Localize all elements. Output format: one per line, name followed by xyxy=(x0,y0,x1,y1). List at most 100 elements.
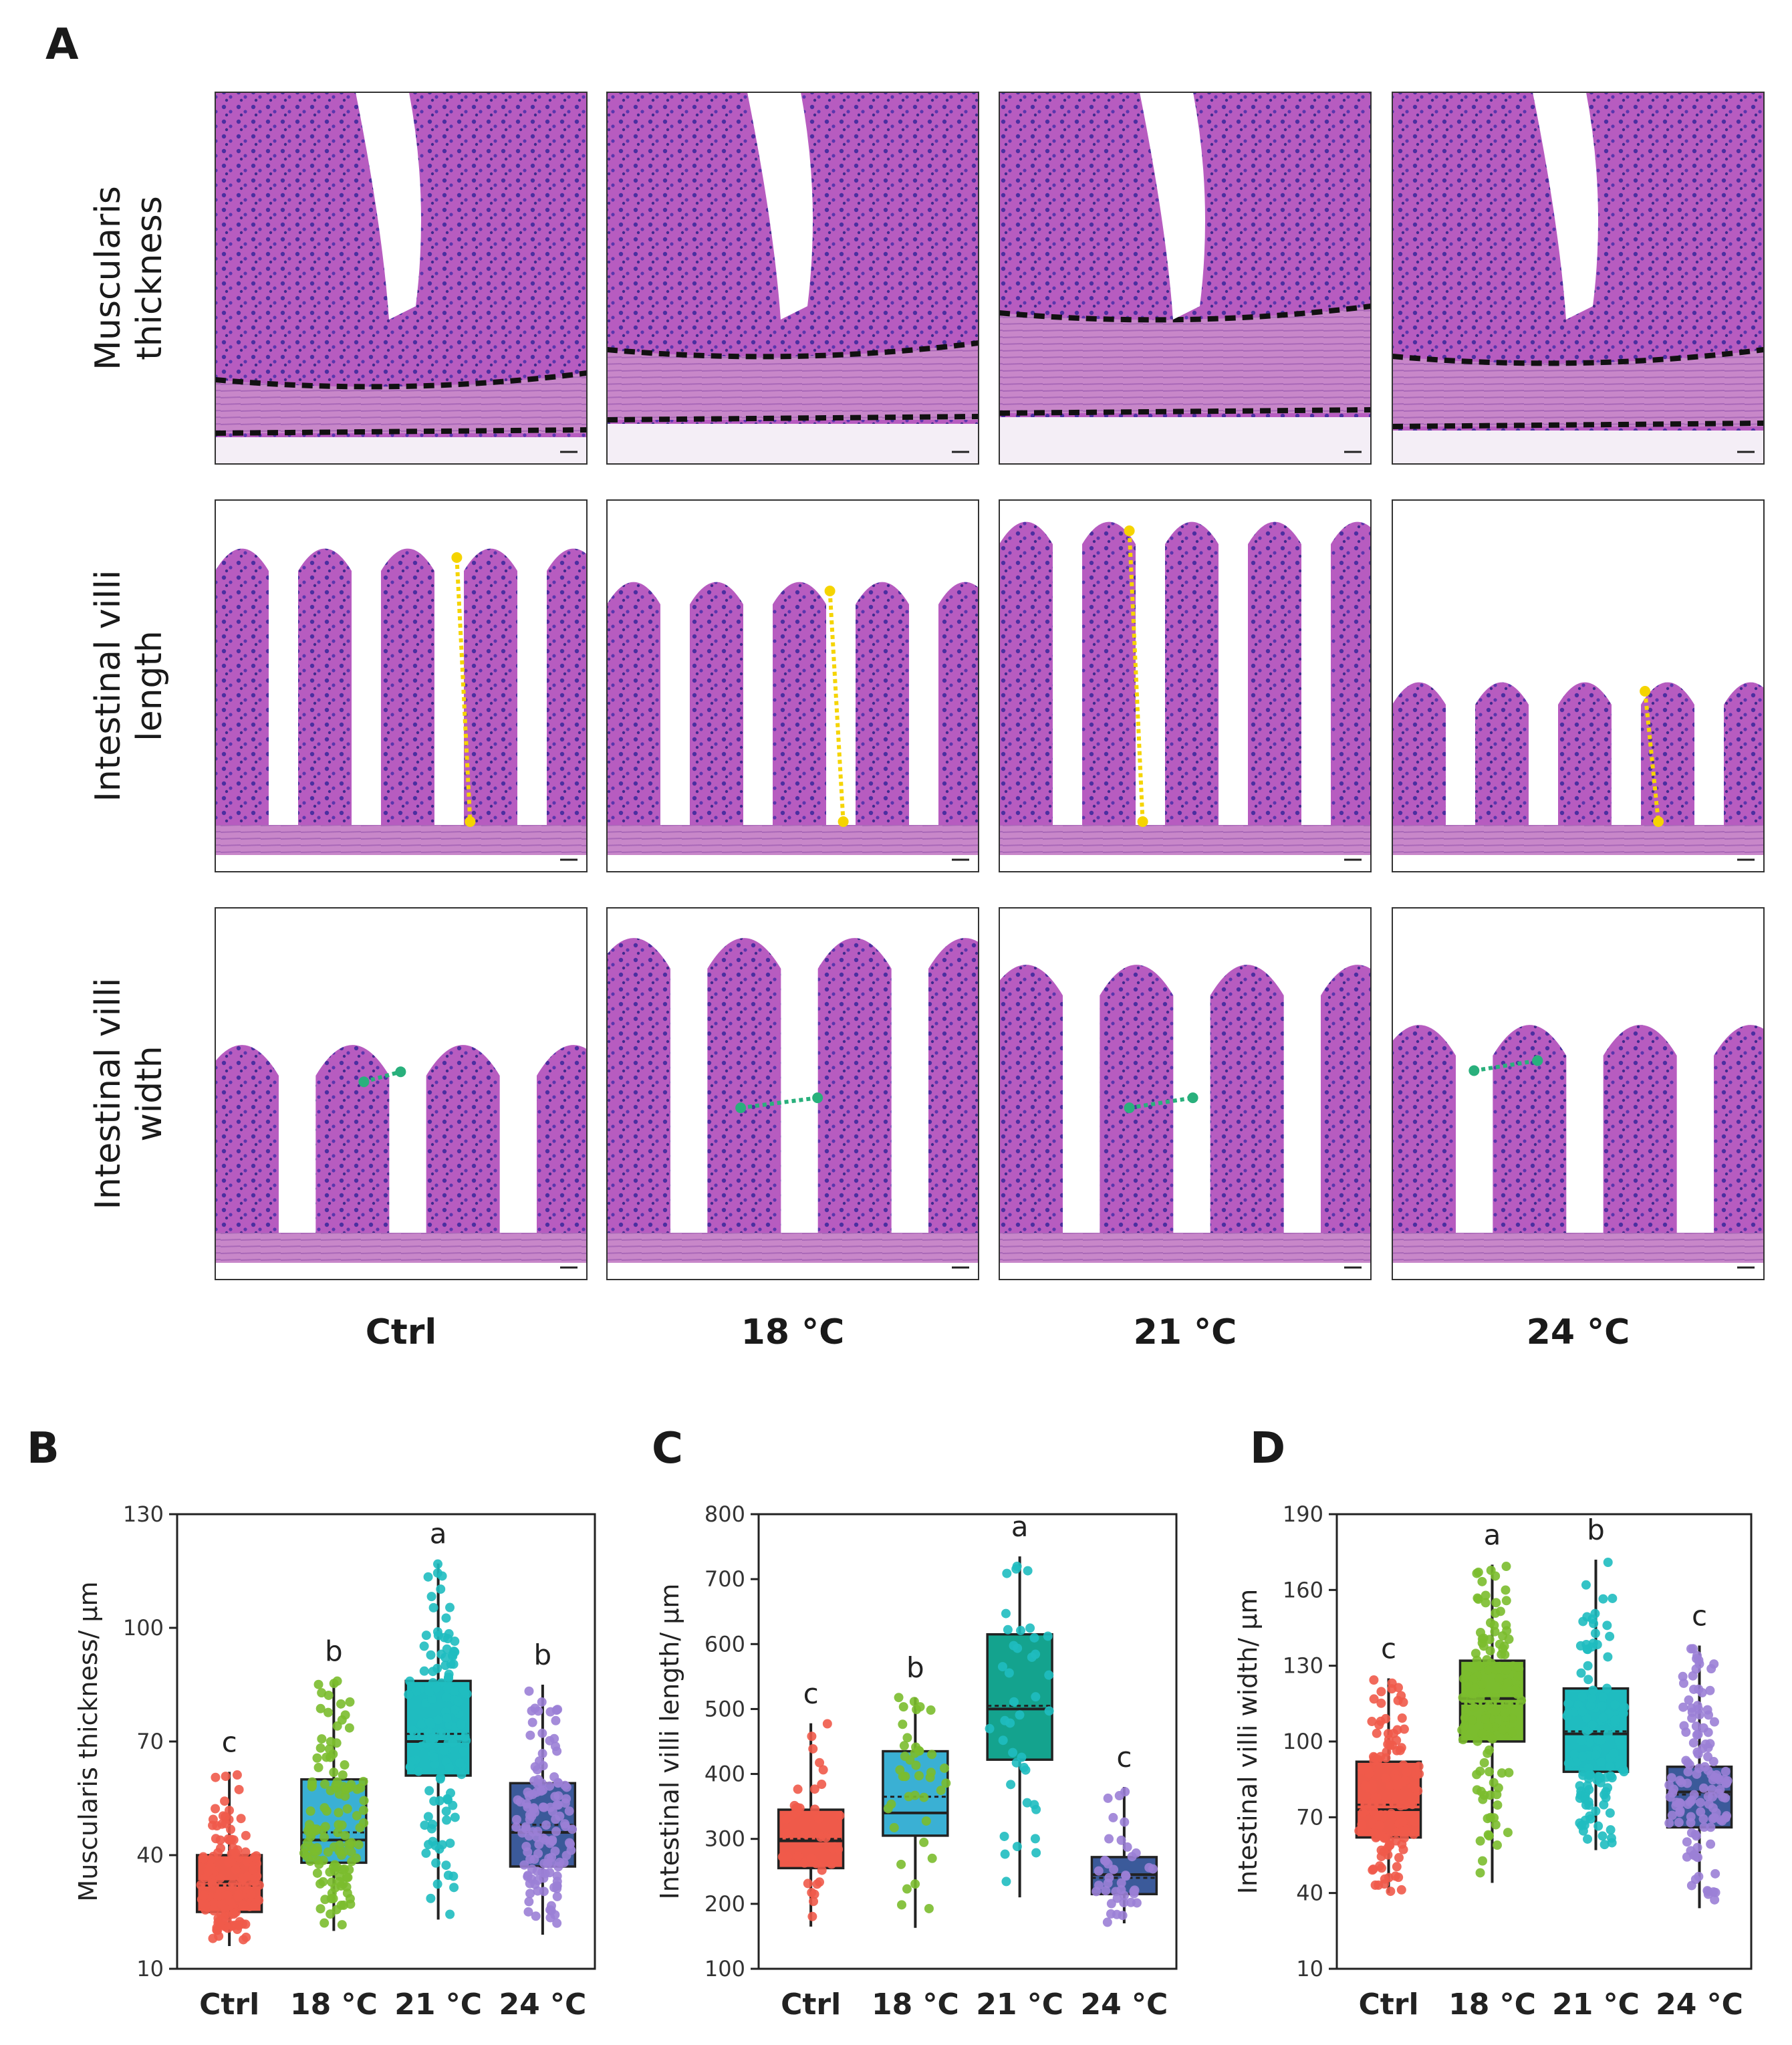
data-point xyxy=(523,1802,533,1812)
data-point xyxy=(538,1802,548,1812)
villus xyxy=(215,548,269,832)
villus xyxy=(938,582,979,832)
data-point xyxy=(358,1805,368,1815)
arrow-head xyxy=(358,1076,370,1088)
data-point xyxy=(1369,1694,1379,1704)
data-point xyxy=(218,1811,228,1821)
x-tick-label: 21 °C xyxy=(1552,1988,1640,2022)
data-point xyxy=(448,1800,458,1810)
data-point xyxy=(809,1897,819,1907)
data-point xyxy=(1608,1593,1618,1603)
data-point xyxy=(345,1697,355,1707)
x-tick-label: 21 °C xyxy=(976,1988,1063,2022)
muscle-layer xyxy=(607,1233,979,1263)
micrograph-frame xyxy=(215,907,588,1280)
data-point xyxy=(808,1743,818,1754)
data-point xyxy=(545,1868,555,1878)
data-point xyxy=(236,1814,246,1824)
micrograph-r2-c2 xyxy=(606,499,979,872)
data-point xyxy=(1375,1861,1385,1871)
data-point xyxy=(941,1778,951,1788)
data-point xyxy=(431,1858,441,1868)
data-point xyxy=(1372,1754,1382,1764)
data-point xyxy=(215,1835,225,1845)
data-point xyxy=(1581,1726,1591,1736)
data-point xyxy=(1394,1852,1404,1862)
data-points xyxy=(1354,1675,1424,1897)
row-label-line: Muscularis xyxy=(88,186,128,370)
data-point xyxy=(1495,1606,1505,1616)
muscle-boundary-lower xyxy=(1392,420,1764,429)
data-point xyxy=(1695,1798,1705,1808)
villus xyxy=(928,938,979,1239)
data-point xyxy=(323,1847,333,1857)
data-point xyxy=(1494,1673,1504,1683)
data-point xyxy=(305,1806,315,1816)
villus xyxy=(298,548,352,832)
data-point xyxy=(537,1697,547,1707)
data-point xyxy=(432,1879,442,1889)
micrograph-frame xyxy=(999,907,1372,1280)
data-point xyxy=(919,1837,929,1847)
data-point xyxy=(1492,1790,1502,1800)
data-point xyxy=(547,1852,557,1862)
data-point xyxy=(809,1784,819,1794)
arrow-head xyxy=(1653,816,1664,827)
data-point xyxy=(924,1903,934,1913)
data-point xyxy=(1504,1635,1514,1645)
data-point xyxy=(1606,1771,1616,1781)
villus xyxy=(381,548,434,832)
data-point xyxy=(530,1703,540,1713)
data-point xyxy=(550,1910,560,1920)
data-point xyxy=(512,1814,522,1824)
data-point xyxy=(1120,1787,1130,1797)
data-point xyxy=(1584,1770,1594,1780)
data-point xyxy=(343,1873,353,1883)
data-point xyxy=(319,1832,330,1842)
y-tick-label: 400 xyxy=(705,1762,745,1787)
muscle-layer xyxy=(215,1233,587,1263)
data-point xyxy=(1587,1693,1597,1703)
data-point xyxy=(1666,1773,1676,1783)
data-point xyxy=(1121,1871,1131,1881)
data-point xyxy=(239,1873,249,1883)
villus xyxy=(1165,521,1219,832)
row-label-line: width xyxy=(130,1046,170,1141)
data-point xyxy=(1706,1822,1716,1832)
data-point xyxy=(1477,1729,1487,1739)
column-label-4: 24 °C xyxy=(1527,1312,1630,1352)
micrograph-r1-c3 xyxy=(999,92,1372,465)
data-point xyxy=(226,1824,236,1834)
data-point xyxy=(337,1920,347,1930)
data-point xyxy=(434,1844,444,1854)
data-point xyxy=(896,1859,906,1869)
data-point xyxy=(1482,1655,1492,1665)
data-point xyxy=(821,1832,831,1842)
muscle-layer xyxy=(999,825,1371,855)
data-point xyxy=(1131,1848,1141,1858)
data-point xyxy=(436,1772,446,1782)
box-3: a xyxy=(985,1510,1054,1898)
villi-width-arrow xyxy=(1129,1096,1194,1110)
data-point xyxy=(424,1840,434,1850)
data-point xyxy=(419,1641,429,1651)
chart-D: 10 40 70 100 130 160 190 Intestinal villi width… xyxy=(1233,1501,1753,2022)
data-point xyxy=(1507,1727,1517,1737)
data-point xyxy=(224,1806,234,1816)
data-point xyxy=(231,1864,241,1875)
data-point xyxy=(220,1796,230,1806)
y-tick-label: 160 xyxy=(1283,1577,1323,1602)
data-point xyxy=(346,1780,356,1790)
data-point xyxy=(1022,1798,1032,1808)
villus xyxy=(1493,1025,1567,1239)
significance-letter: b xyxy=(325,1635,343,1667)
data-point xyxy=(1577,1735,1587,1746)
data-point xyxy=(1374,1798,1384,1808)
muscle-layer xyxy=(1392,825,1764,855)
x-tick-label: 18 °C xyxy=(872,1988,959,2022)
significance-letter: a xyxy=(1484,1519,1501,1552)
data-point xyxy=(1102,1917,1112,1927)
data-point xyxy=(420,1820,430,1830)
data-point xyxy=(456,1719,466,1729)
data-point xyxy=(531,1911,541,1921)
